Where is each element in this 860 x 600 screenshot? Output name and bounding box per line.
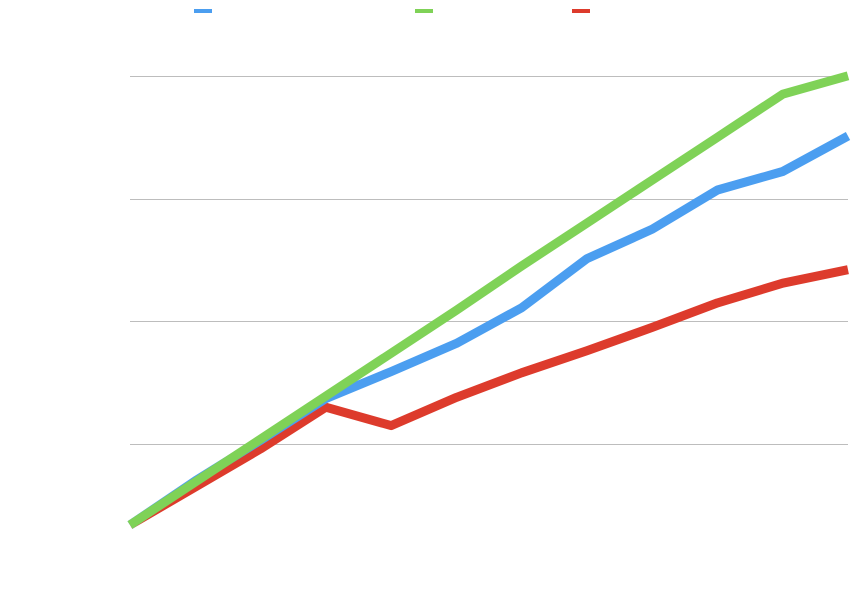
series-line-3 — [127, 265, 849, 529]
grid-lines — [130, 76, 848, 445]
series-line-2 — [127, 71, 850, 529]
series-lines — [127, 71, 851, 529]
